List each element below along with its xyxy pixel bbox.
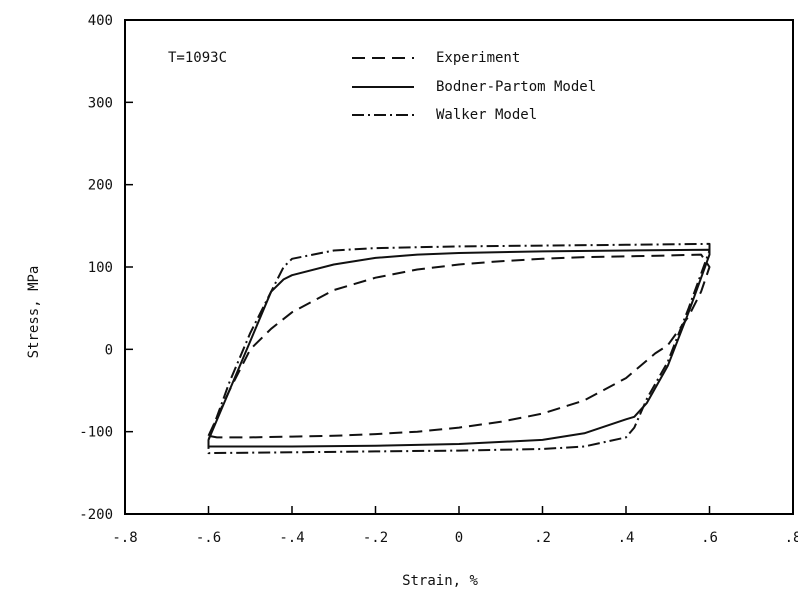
legend-label-walker: Walker Model — [436, 107, 537, 123]
y-tick-label: -100 — [79, 425, 113, 441]
y-tick-label: 100 — [88, 260, 113, 276]
legend: Experiment Bodner-Partom Model Walker Mo… — [352, 50, 596, 123]
y-tick-label: 400 — [88, 13, 113, 29]
legend-label-experiment: Experiment — [436, 50, 520, 66]
series-line-walker-model — [207, 242, 711, 455]
y-tick-label: 0 — [105, 342, 113, 358]
x-tick-label: .4 — [618, 530, 635, 546]
x-axis-label: Strain, % — [402, 573, 478, 589]
series-lines — [207, 242, 711, 455]
x-tick-label: .8 — [785, 530, 798, 546]
series-line-bodner-partom-model — [207, 248, 711, 448]
x-tick-label: .2 — [534, 530, 551, 546]
temperature-annotation: T=1093C — [168, 50, 227, 66]
x-tick-label: -.2 — [363, 530, 388, 546]
x-tick-label: -.6 — [196, 530, 221, 546]
y-tick-label: 300 — [88, 95, 113, 111]
x-tick-label: 0 — [455, 530, 463, 546]
axis-ticks: -.8 -.6 -.4 -.2 0 .2 .4 .6 .8 -200 -100 0 100 200 300 4… — [79, 13, 798, 546]
y-tick-label: -200 — [79, 507, 113, 523]
x-tick-label: -.4 — [279, 530, 304, 546]
legend-label-bodner-partom: Bodner-Partom Model — [436, 79, 596, 95]
y-tick-label: 200 — [88, 178, 113, 194]
y-axis-label: Stress, MPa — [26, 266, 42, 359]
x-tick-label: .6 — [701, 530, 718, 546]
x-tick-label: -.8 — [112, 530, 137, 546]
series-line-experiment — [207, 253, 711, 439]
